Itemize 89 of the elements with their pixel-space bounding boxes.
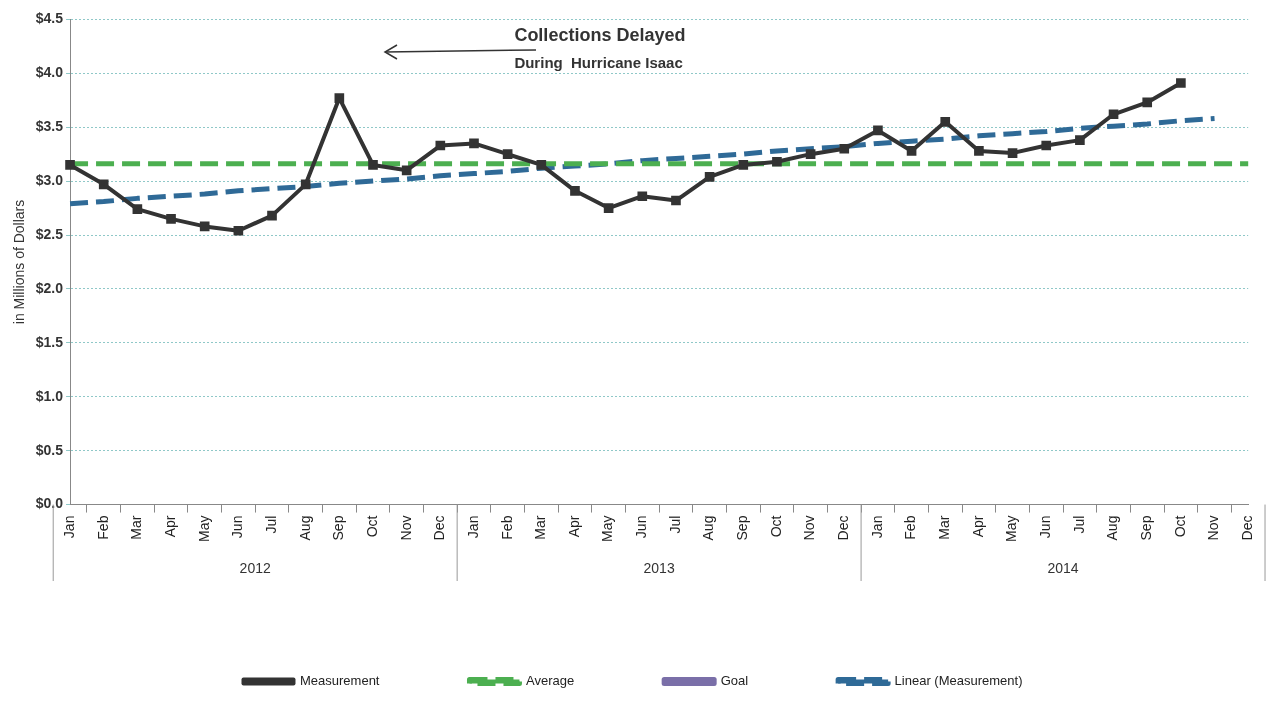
y-axis-title: in Millions of Dollars — [11, 199, 28, 325]
x-tick-label: May — [195, 515, 212, 542]
point — [334, 93, 345, 103]
point — [603, 203, 614, 213]
annotation: Collections Delayed During Hurricane Isaac — [514, 24, 686, 71]
point — [435, 140, 446, 151]
point — [738, 160, 749, 170]
y-tick-label: $4.0 — [35, 64, 64, 81]
y-tick-label: $0.5 — [35, 441, 64, 458]
point — [536, 160, 547, 170]
y-tick-label: $1.0 — [35, 387, 64, 404]
x-tick-label: Mar — [936, 515, 953, 540]
point — [805, 149, 816, 159]
x-tick-label: Jan — [60, 515, 77, 539]
x-tick-label: Nov — [397, 515, 414, 541]
point — [233, 225, 244, 236]
point — [502, 149, 513, 159]
x-tick-label: Jun — [633, 515, 650, 539]
x-tick-label: Sep — [734, 515, 751, 541]
point — [671, 195, 681, 206]
point — [1075, 135, 1085, 145]
x-tick-label: Dec — [431, 515, 448, 541]
point — [839, 143, 850, 154]
x-tick-label: Mar — [532, 515, 549, 540]
x-tick-label: Apr — [969, 515, 986, 538]
point — [772, 156, 782, 167]
x-tick-label: Jul — [666, 515, 683, 534]
legend-label: Measurement — [299, 673, 380, 689]
x-tick-label: Oct — [767, 515, 784, 538]
text: 2012 — [239, 559, 271, 576]
point — [873, 125, 883, 136]
point — [166, 214, 176, 224]
point — [570, 185, 580, 196]
x-tick-label: Feb — [498, 515, 515, 540]
x-tick-label: Sep — [1138, 515, 1155, 541]
legend-label: Average — [525, 673, 575, 689]
point — [300, 179, 311, 190]
x-tick-label: Feb — [902, 515, 919, 540]
x-tick-label: Sep — [330, 515, 347, 541]
y-tick-label: $0.0 — [35, 495, 64, 512]
y-tick-label: $2.0 — [35, 279, 64, 296]
x-tick-label: Apr — [565, 515, 582, 538]
point — [368, 160, 378, 170]
x-tick-label: Aug — [1104, 515, 1121, 541]
x-tick-label: Apr — [161, 515, 178, 538]
x-tick-label: Feb — [94, 515, 111, 540]
x-tick-label: Aug — [700, 515, 717, 541]
x-tick-label: Nov — [801, 515, 818, 541]
x-tick-label: Dec — [835, 515, 852, 541]
y-tick-label: $2.5 — [35, 225, 64, 242]
x-tick-label: Jan — [868, 515, 885, 539]
x-tick-label: Aug — [296, 515, 313, 541]
point — [199, 221, 210, 232]
x-tick-label: Mar — [128, 515, 145, 540]
x-tick-label: Jun — [1037, 515, 1054, 539]
y-tick-label: $3.5 — [35, 118, 64, 135]
text: 2013 — [643, 559, 675, 576]
x-tick-label: Dec — [1239, 515, 1256, 541]
point — [1142, 97, 1153, 108]
point — [637, 191, 648, 202]
x-tick-label: May — [599, 515, 616, 542]
y-tick-label: $4.5 — [35, 10, 64, 27]
y-tick-label: $3.0 — [35, 171, 64, 188]
x-tick-label: Oct — [1171, 515, 1188, 538]
x-tick-label: Jan — [464, 515, 481, 539]
point — [1176, 78, 1186, 88]
x-tick-label: Jul — [262, 515, 279, 534]
text: 2014 — [1047, 559, 1079, 576]
point — [1041, 140, 1052, 151]
point — [1108, 109, 1119, 120]
point — [401, 165, 412, 176]
x-tick-label: Jun — [229, 515, 246, 539]
legend-label: Goal — [720, 673, 749, 689]
point — [65, 160, 75, 170]
x-tick-label: Nov — [1205, 515, 1222, 541]
point — [906, 146, 917, 156]
point — [974, 146, 984, 156]
x-tick-label: Oct — [363, 515, 380, 538]
x-tick-label: May — [1003, 515, 1020, 542]
point — [704, 171, 715, 182]
point — [469, 138, 479, 149]
point — [1007, 148, 1018, 158]
y-tick-label: $1.5 — [35, 333, 64, 350]
x-tick-label: Jul — [1070, 515, 1087, 534]
legend-label: Linear (Measurement) — [894, 673, 1023, 689]
point — [132, 204, 143, 214]
point — [940, 116, 951, 127]
point — [267, 210, 277, 221]
point — [98, 179, 109, 190]
